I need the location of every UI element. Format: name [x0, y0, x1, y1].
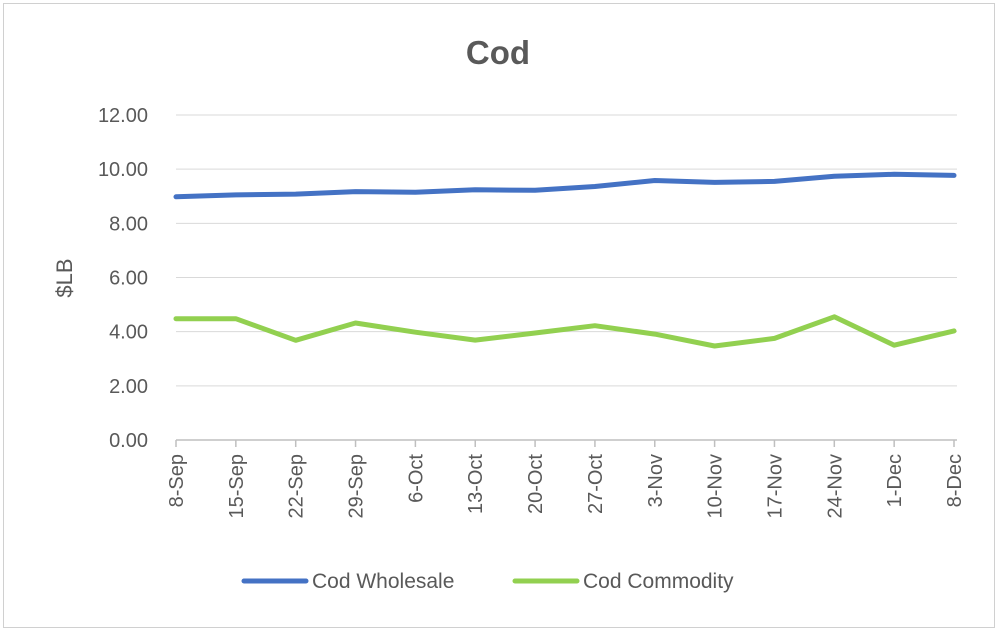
y-tick-label: 4.00: [109, 322, 148, 344]
chart-frame: [3, 3, 995, 628]
x-tick-label: 24-Nov: [824, 454, 846, 518]
y-tick-label: 8.00: [109, 213, 148, 235]
x-axis: [175, 439, 957, 447]
series-lines: [173, 171, 957, 349]
x-tick-label: 1-Dec: [884, 454, 906, 507]
x-tick-label: 17-Nov: [764, 454, 786, 518]
x-tick-labels: 8-Sep 15-Sep 22-Sep 29-Sep 6-Oct 13-Oct 20-Oct…: [166, 454, 966, 519]
y-tick-labels: 0.00 2.00 4.00 6.00 8.00 10.00 12.00: [98, 105, 148, 452]
y-tick-label: 6.00: [109, 268, 148, 290]
x-tick-label: 8-Dec: [944, 454, 966, 507]
x-tick-label: 3-Nov: [645, 454, 667, 507]
y-axis-label: $LB: [52, 258, 77, 297]
legend: Cod Wholesale Cod Commodity: [241, 570, 734, 593]
x-tick-label: 27-Oct: [585, 454, 607, 514]
x-tick-label: 15-Sep: [226, 454, 248, 519]
y-tick-label: 0.00: [109, 430, 148, 452]
legend-label: Cod Commodity: [583, 570, 734, 593]
series-line-cod-wholesale: [173, 171, 957, 200]
x-tick-label: 29-Sep: [346, 454, 368, 519]
gridlines: [176, 114, 957, 387]
x-tick-label: 8-Sep: [166, 454, 188, 507]
y-tick-label: 12.00: [98, 105, 148, 127]
legend-label: Cod Wholesale: [312, 570, 454, 593]
y-tick-label: 10.00: [98, 159, 148, 181]
y-tick-label: 2.00: [109, 376, 148, 398]
x-tick-label: 20-Oct: [525, 454, 547, 514]
x-tick-label: 6-Oct: [405, 454, 427, 503]
x-tick-label: 22-Sep: [286, 454, 308, 519]
x-tick-label: 10-Nov: [705, 454, 727, 518]
series-line-cod-commodity: [173, 314, 957, 349]
x-tick-label: 13-Oct: [465, 454, 487, 514]
chart-title: Cod: [466, 34, 530, 71]
